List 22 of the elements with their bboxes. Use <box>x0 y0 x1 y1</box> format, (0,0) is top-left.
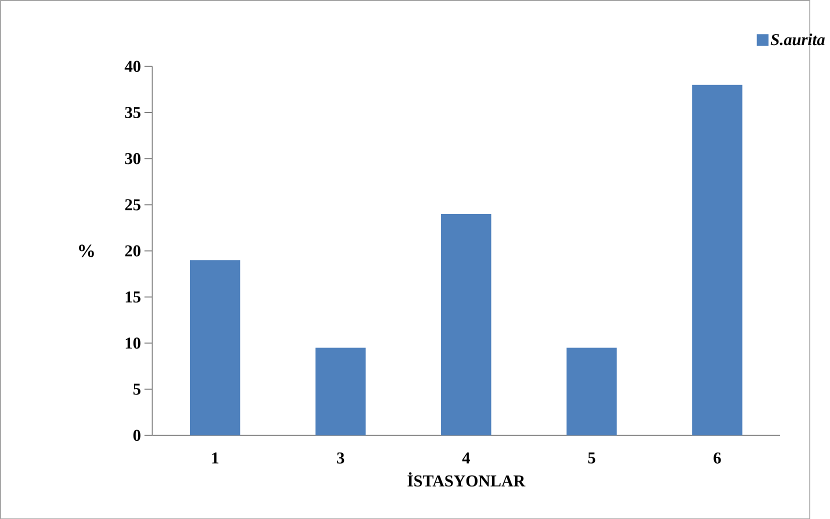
x-tick-label: 1 <box>212 452 218 464</box>
bar <box>315 348 366 436</box>
y-tick-label: 15 <box>126 291 140 302</box>
y-tick-label: 0 <box>133 430 140 441</box>
bar <box>692 84 742 436</box>
y-tick-label: 35 <box>125 106 140 118</box>
bar <box>441 214 492 436</box>
y-tick-label: 25 <box>125 199 140 210</box>
x-tick-label: 5 <box>588 452 596 464</box>
bar <box>190 260 240 436</box>
y-tick-label: 10 <box>126 337 140 349</box>
y-tick-label: 20 <box>125 245 140 256</box>
x-tick-label: 6 <box>714 452 721 464</box>
legend-label: S.aurita <box>770 33 825 46</box>
y-tick-label: 40 <box>124 60 140 72</box>
y-axis-title: % <box>79 244 94 257</box>
x-tick-label: 4 <box>462 452 470 464</box>
x-axis-title: İSTASYONLAR <box>408 472 526 486</box>
y-tick-label: 30 <box>125 152 140 164</box>
bar <box>566 348 617 436</box>
y-tick-label: 5 <box>133 384 140 395</box>
x-tick-label: 3 <box>337 452 344 464</box>
